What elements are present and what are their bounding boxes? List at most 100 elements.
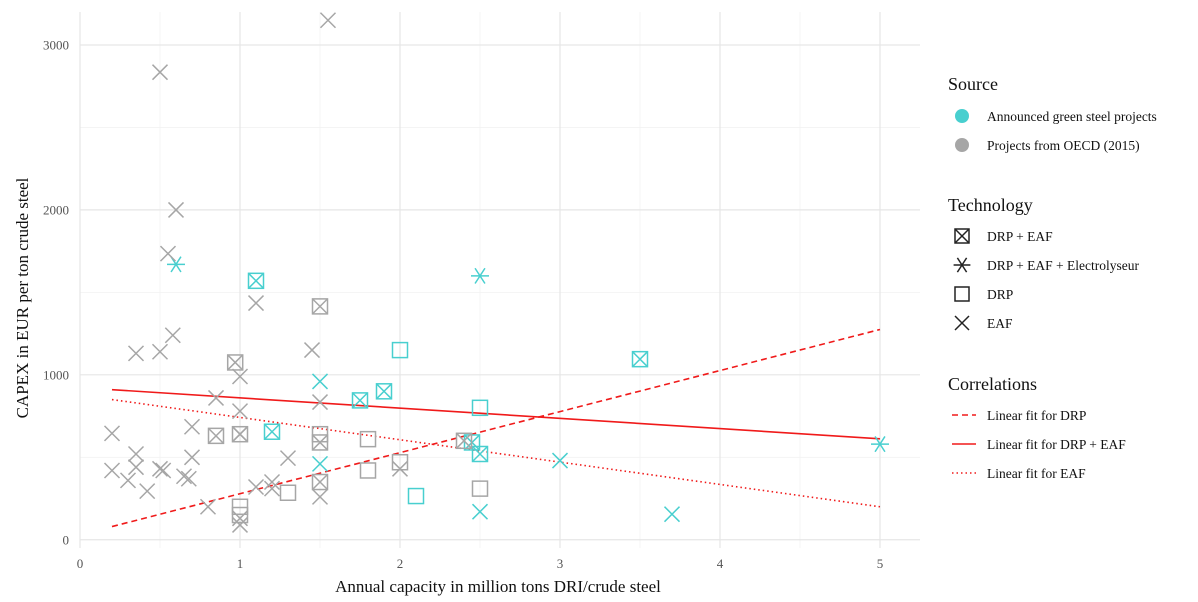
legend-label-drp-eaf: DRP + EAF	[987, 229, 1053, 244]
data-point	[359, 430, 377, 448]
data-point	[167, 256, 185, 273]
data-point	[151, 343, 169, 360]
data-point	[159, 245, 177, 262]
data-point	[407, 487, 425, 505]
legend-title-source: Source	[948, 74, 998, 94]
legend-label-oecd: Projects from OECD (2015)	[987, 138, 1140, 153]
legend-shape-drp-eaf-electrolyseur	[953, 257, 971, 273]
data-point	[279, 450, 297, 467]
data-point	[351, 392, 369, 409]
data-point	[103, 462, 121, 479]
data-point	[164, 327, 181, 344]
data-point	[231, 426, 249, 443]
y-tick-label: 3000	[43, 37, 69, 52]
data-point	[151, 64, 169, 81]
data-point	[155, 462, 172, 479]
data-point	[175, 468, 193, 485]
legend-title-correlations: Correlations	[948, 374, 1037, 394]
data-point	[231, 516, 249, 533]
data-point	[263, 474, 281, 491]
data-point	[551, 452, 569, 469]
data-point	[127, 459, 145, 476]
x-axis-title: Annual capacity in million tons DRI/crud…	[335, 577, 661, 596]
legend-label-eaf: EAF	[987, 316, 1013, 331]
legend-label-fit-eaf: Linear fit for EAF	[987, 466, 1086, 481]
data-point	[207, 427, 225, 445]
x-tick-label: 4	[717, 556, 724, 571]
data-point	[180, 470, 197, 487]
data-point	[311, 373, 329, 390]
data-point	[279, 484, 297, 502]
legend-shape	[953, 257, 971, 273]
data-point	[311, 455, 329, 472]
data-point	[183, 418, 201, 435]
data-point	[231, 506, 249, 524]
data-point	[319, 12, 337, 29]
data-point	[127, 445, 145, 463]
data-point	[311, 298, 329, 315]
legend-label-drp: DRP	[987, 287, 1013, 302]
data-point	[471, 445, 489, 463]
legend-title-technology: Technology	[948, 195, 1033, 215]
data-point	[375, 383, 393, 400]
legend-label-drp-eaf-electrolyseur: DRP + EAF + Electrolyseur	[987, 258, 1139, 273]
tick-labels: 0 1 2 3 4 5 0 1000 2000 3000	[43, 37, 883, 571]
data-point	[359, 462, 377, 479]
fit-lines	[111, 328, 881, 528]
legend: Source Announced green steel projects Pr…	[948, 74, 1157, 481]
data-point	[119, 472, 137, 489]
legend-shape-drp-eaf	[954, 228, 970, 244]
legend-shape-drp	[954, 286, 970, 302]
data-point	[311, 488, 329, 505]
x-tick-label: 5	[877, 556, 884, 571]
data-point	[471, 503, 489, 520]
data-point	[226, 354, 244, 371]
data-point	[631, 350, 649, 368]
x-tick-label: 2	[397, 556, 404, 571]
legend-shape	[954, 228, 970, 244]
data-point	[871, 436, 889, 453]
data-point	[199, 498, 217, 515]
fit-line	[111, 388, 881, 440]
legend-shape	[954, 286, 970, 302]
data-point	[311, 473, 329, 491]
data-point	[231, 403, 249, 420]
data-point	[311, 394, 329, 411]
data-points	[103, 12, 889, 533]
data-point	[663, 506, 681, 523]
data-point	[207, 389, 225, 406]
legend-shape	[954, 315, 970, 331]
y-tick-label: 2000	[43, 202, 69, 217]
data-point	[127, 345, 145, 362]
data-point	[247, 295, 265, 312]
data-point	[263, 480, 281, 497]
data-point	[471, 267, 489, 284]
legend-label-green: Announced green steel projects	[987, 109, 1157, 124]
legend-shape-eaf	[954, 315, 970, 331]
data-point	[103, 425, 121, 442]
data-point	[311, 425, 329, 443]
data-point	[303, 342, 321, 359]
grid	[79, 12, 920, 548]
data-point	[167, 201, 185, 218]
data-point	[247, 478, 265, 496]
data-point	[455, 432, 473, 450]
data-point	[391, 341, 409, 359]
y-axis-title: CAPEX in EUR per ton crude steel	[13, 177, 32, 418]
x-tick-label: 1	[237, 556, 244, 571]
fit-line	[111, 398, 881, 508]
data-point	[231, 368, 249, 385]
data-point	[183, 449, 201, 466]
x-tick-label: 3	[557, 556, 564, 571]
y-tick-label: 1000	[43, 367, 69, 382]
data-point	[231, 510, 249, 527]
data-point	[391, 460, 409, 477]
x-tick-label: 0	[77, 556, 84, 571]
data-point	[471, 399, 489, 417]
fit-line	[111, 328, 881, 528]
data-point	[471, 480, 489, 497]
data-point	[247, 272, 265, 290]
y-tick-label: 0	[63, 532, 70, 547]
legend-swatch-green	[955, 109, 969, 123]
